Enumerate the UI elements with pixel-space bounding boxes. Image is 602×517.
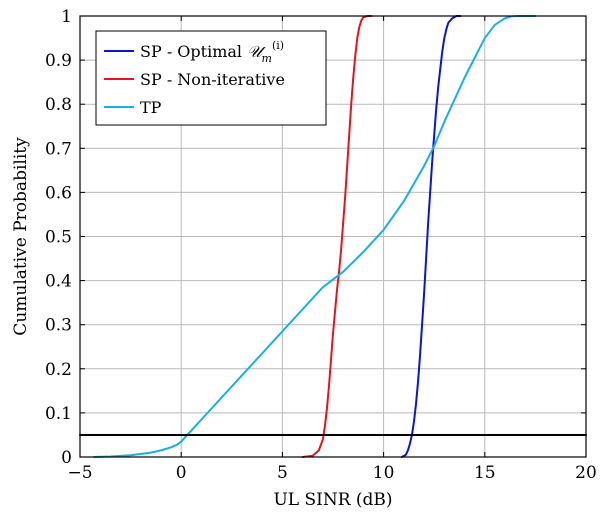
legend-box: [95, 30, 327, 126]
y-tick-label-2: 0.2: [45, 360, 72, 380]
legend-label-2: TP: [140, 98, 162, 117]
legend: SP - Optimal 𝒰m(i) SP - Non-iterative TP: [95, 30, 327, 126]
y-tick-label-9: 0.9: [45, 51, 72, 71]
y-tick-label-8: 0.8: [45, 95, 72, 115]
y-tick-label-10: 1: [61, 7, 72, 27]
y-tick-label-4: 0.4: [45, 272, 72, 292]
series-line-0: [400, 15, 462, 458]
y-tick-label-1: 0.1: [45, 404, 72, 424]
legend-label-0: SP - Optimal 𝒰m(i): [140, 39, 284, 65]
y-tick-label-7: 0.7: [45, 139, 72, 159]
x-tick-label-2: 5: [277, 463, 288, 483]
series-line-1: [301, 15, 373, 458]
y-tick-label-0: 0: [61, 448, 72, 468]
x-tick-label-0: −5: [67, 463, 92, 483]
x-tick-label-1: 0: [176, 463, 187, 483]
legend-label-1: SP - Non-iterative: [140, 70, 285, 89]
series-line-2: [93, 15, 537, 458]
series-lines: [79, 15, 587, 458]
y-tick-label-3: 0.3: [45, 316, 72, 336]
x-axis-label: UL SINR (dB): [273, 490, 392, 510]
x-tick-label-4: 15: [474, 463, 496, 483]
y-tick-label-6: 0.6: [45, 183, 72, 203]
y-tick-label-5: 0.5: [45, 228, 72, 248]
x-tick-label-3: 10: [373, 463, 395, 483]
y-axis-label: Cumulative Probability: [11, 137, 31, 336]
x-tick-label-5: 20: [575, 463, 597, 483]
